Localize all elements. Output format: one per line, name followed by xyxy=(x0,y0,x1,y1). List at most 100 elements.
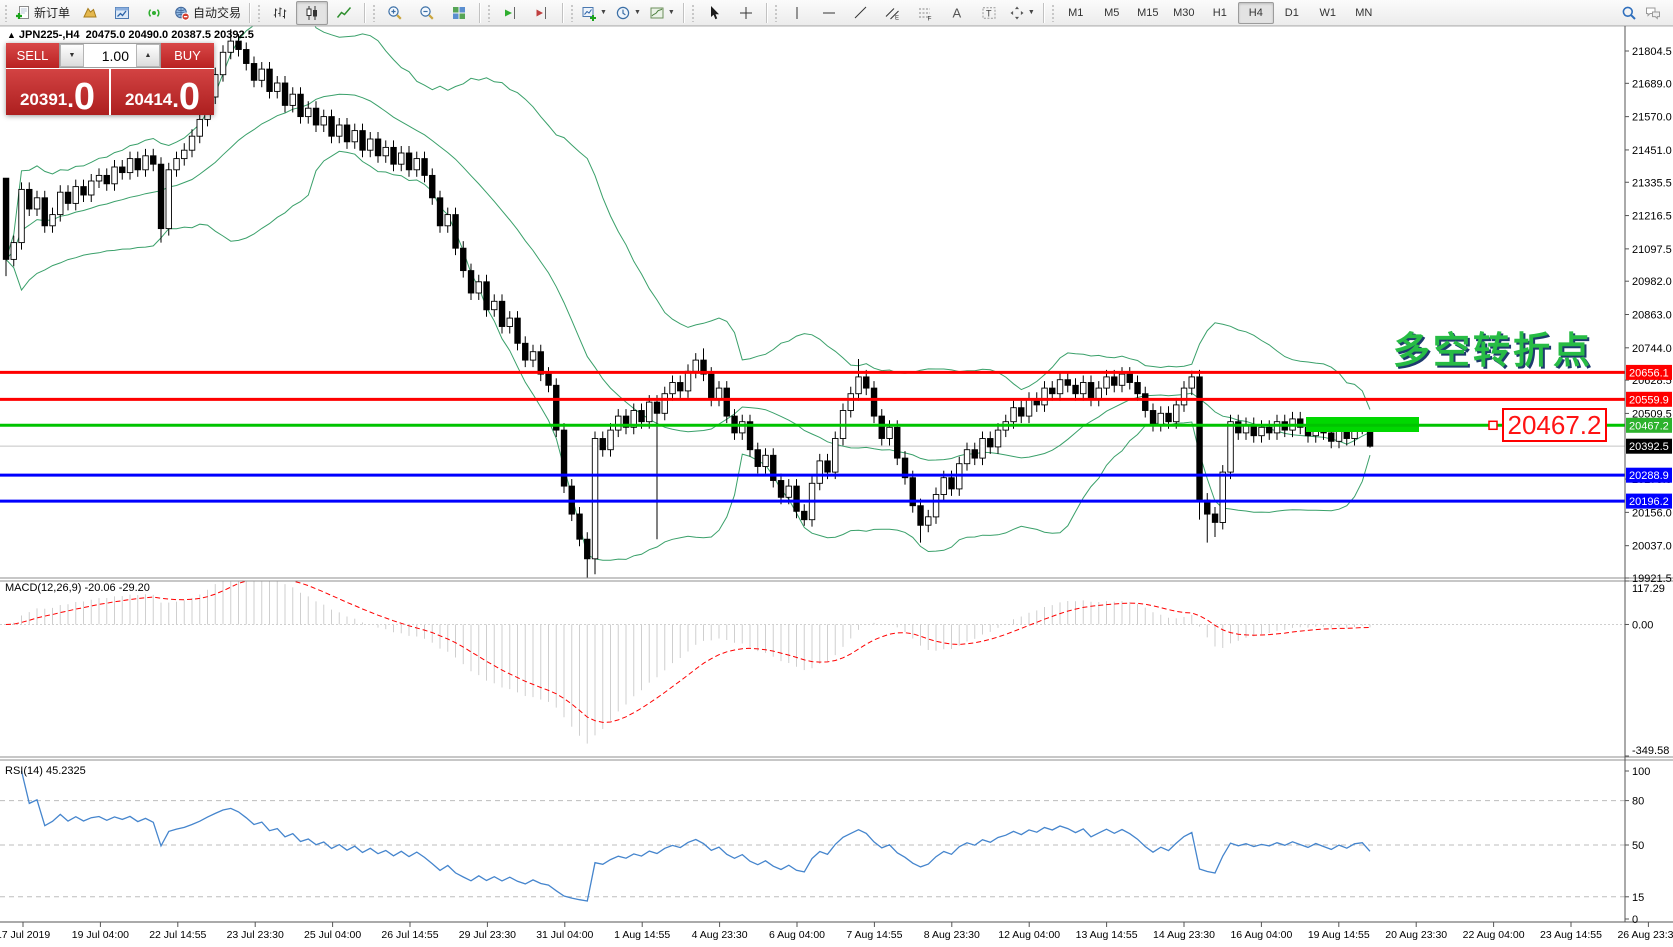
symbol-marker-icon: ▲ xyxy=(7,30,16,40)
timeframe-m5-button[interactable]: M5 xyxy=(1104,6,1120,19)
crosshair-button[interactable] xyxy=(730,1,762,25)
svg-text:20509.5: 20509.5 xyxy=(1632,408,1672,420)
svg-text:21451.0: 21451.0 xyxy=(1632,145,1672,157)
text-icon: A xyxy=(949,5,965,21)
svg-text:19 Aug 14:55: 19 Aug 14:55 xyxy=(1308,929,1370,941)
market-watch-button[interactable] xyxy=(74,1,106,25)
toolbar-drag-handle[interactable] xyxy=(372,3,378,22)
equidistant-channel-button[interactable]: E xyxy=(877,1,909,25)
zoom-in-icon xyxy=(387,5,403,21)
period-button[interactable]: ▼ xyxy=(611,1,645,25)
line-chart-button[interactable] xyxy=(328,1,360,25)
toolbar-drag-handle[interactable] xyxy=(487,3,493,22)
horizontal-line-button[interactable] xyxy=(813,1,845,25)
autotrading-button[interactable]: 自动交易 xyxy=(170,1,245,25)
tile-windows-button[interactable] xyxy=(443,1,475,25)
chevron-down-icon[interactable]: ▼ xyxy=(600,9,607,16)
svg-text:8 Aug 23:30: 8 Aug 23:30 xyxy=(924,929,980,941)
cursor-icon xyxy=(706,5,722,21)
macd-indicator-label: MACD(12,26,9) -20.06 -29.20 xyxy=(5,582,150,594)
trendline-button[interactable] xyxy=(845,1,877,25)
shapes-button[interactable]: ▼ xyxy=(1005,1,1039,25)
text-button[interactable]: A xyxy=(941,1,973,25)
svg-text:25 Jul 04:00: 25 Jul 04:00 xyxy=(304,929,361,941)
svg-text:4 Aug 23:30: 4 Aug 23:30 xyxy=(692,929,748,941)
toolbar-drag-handle[interactable] xyxy=(4,3,9,22)
sell-price-int: 20391 xyxy=(19,90,68,109)
svg-text:20982.0: 20982.0 xyxy=(1632,276,1672,288)
svg-text:20559.9: 20559.9 xyxy=(1629,394,1669,406)
auto-scroll-button[interactable] xyxy=(494,1,526,25)
cursor-button[interactable] xyxy=(698,1,730,25)
volume-increase-button[interactable]: ▲ xyxy=(136,44,160,67)
toolbar-separator xyxy=(364,2,367,23)
new-order-button[interactable]: 新订单 xyxy=(11,1,74,25)
svg-text:13 Aug 14:55: 13 Aug 14:55 xyxy=(1076,929,1138,941)
tile-windows-icon xyxy=(451,5,467,21)
chevron-down-icon[interactable]: ▼ xyxy=(1027,9,1035,16)
timeframe-w1-button[interactable]: W1 xyxy=(1319,6,1337,19)
toolbar-drag-handle[interactable] xyxy=(773,3,779,22)
rsi-indicator-label: RSI(14) 45.2325 xyxy=(5,765,86,777)
svg-text:80: 80 xyxy=(1632,796,1644,808)
fibonacci-button[interactable]: F xyxy=(909,1,941,25)
bar-chart-button[interactable] xyxy=(264,1,296,25)
timeframe-m30-button[interactable]: M30 xyxy=(1173,6,1195,19)
chevron-down-icon[interactable]: ▼ xyxy=(667,9,675,16)
chart-shift-button[interactable] xyxy=(526,1,558,25)
svg-text:26 Jul 14:55: 26 Jul 14:55 xyxy=(381,929,438,941)
new-chart-icon xyxy=(581,5,597,21)
zoom-out-button[interactable] xyxy=(411,1,443,25)
svg-text:22 Aug 04:00: 22 Aug 04:00 xyxy=(1463,929,1525,941)
chevron-down-icon[interactable]: ▼ xyxy=(633,9,641,16)
toolbar-drag-handle[interactable] xyxy=(1050,3,1056,22)
price-callout-label[interactable]: 20467.2 xyxy=(1502,408,1607,442)
zoom-in-button[interactable] xyxy=(379,1,411,25)
one-click-trade-panel: SELL ▼ 1.00 ▲ BUY 20391. 0 20414. 0 xyxy=(6,43,214,118)
svg-text:E: E xyxy=(895,15,899,21)
vertical-line-button[interactable] xyxy=(781,1,813,25)
ohlc-values: 20475.0 20490.0 20387.5 20392.5 xyxy=(85,29,254,41)
svg-text:21804.5: 21804.5 xyxy=(1632,46,1672,58)
toolbar-drag-handle[interactable] xyxy=(570,3,576,22)
buy-price[interactable]: 20414. 0 xyxy=(111,69,214,118)
svg-text:21689.0: 21689.0 xyxy=(1632,78,1672,90)
sell-button[interactable]: SELL xyxy=(6,43,59,68)
svg-text:23 Jul 23:30: 23 Jul 23:30 xyxy=(227,929,284,941)
timeframe-h4-button[interactable]: H4 xyxy=(1237,1,1274,24)
candlestick-icon xyxy=(304,5,320,21)
buy-price-big-digit: 0 xyxy=(178,75,201,118)
sell-price[interactable]: 20391. 0 xyxy=(6,69,109,116)
volume-stepper: ▼ 1.00 ▲ xyxy=(59,43,161,68)
candlestick-button[interactable] xyxy=(296,0,329,25)
toolbar-separator xyxy=(1042,2,1045,23)
template-button[interactable]: ▼ xyxy=(645,1,679,25)
buy-button[interactable]: BUY xyxy=(161,43,214,68)
svg-text:26 Aug 23:30: 26 Aug 23:30 xyxy=(1617,929,1673,941)
toolbar-drag-handle[interactable] xyxy=(690,3,696,22)
search-icon[interactable] xyxy=(1621,5,1637,21)
svg-text:21570.0: 21570.0 xyxy=(1632,112,1672,124)
timeframe-h1-button[interactable]: H1 xyxy=(1212,6,1227,19)
new-order-icon xyxy=(15,5,31,21)
chat-icon[interactable] xyxy=(1645,5,1661,21)
svg-text:20 Aug 23:30: 20 Aug 23:30 xyxy=(1385,929,1447,941)
bar-chart-icon xyxy=(272,5,288,21)
volume-decrease-button[interactable]: ▼ xyxy=(60,44,84,67)
timeframe-m15-button[interactable]: M15 xyxy=(1137,6,1159,19)
text-label-button[interactable]: T xyxy=(973,1,1005,25)
timeframe-mn-button[interactable]: MN xyxy=(1355,6,1373,19)
svg-text:7 Aug 14:55: 7 Aug 14:55 xyxy=(846,929,902,941)
chart-ohlc-header: ▲ JPN225-,H4 20475.0 20490.0 20387.5 2039… xyxy=(7,29,254,41)
volume-input[interactable]: 1.00 xyxy=(101,47,129,64)
data-window-button[interactable] xyxy=(106,1,138,25)
timeframe-d1-button[interactable]: D1 xyxy=(1284,6,1299,19)
toolbar-drag-handle[interactable] xyxy=(257,3,263,22)
signal-button[interactable] xyxy=(138,1,170,25)
new-chart-button[interactable]: ▼ xyxy=(577,1,611,25)
svg-text:20863.0: 20863.0 xyxy=(1632,310,1672,322)
period-icon xyxy=(615,5,631,21)
turning-point-annotation[interactable]: 多空转折点 xyxy=(1393,330,1593,371)
timeframe-m1-button[interactable]: M1 xyxy=(1068,6,1084,19)
